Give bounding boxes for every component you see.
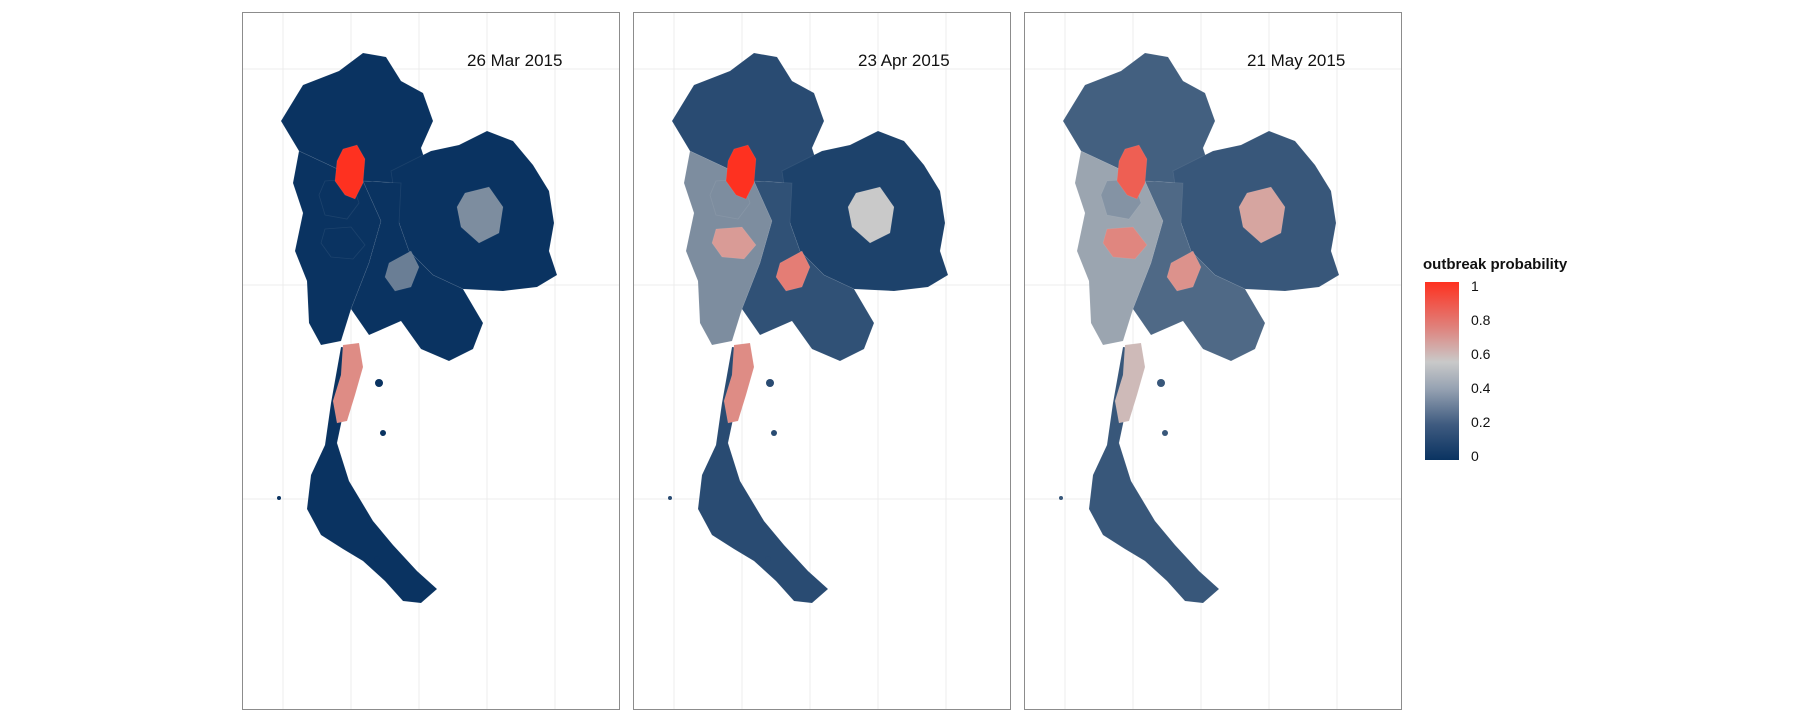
thailand-map bbox=[668, 52, 949, 604]
region-isthmus bbox=[332, 342, 364, 424]
island bbox=[374, 556, 380, 562]
region-central-spot bbox=[775, 250, 811, 292]
island bbox=[766, 379, 774, 387]
region-south bbox=[697, 346, 829, 604]
legend-color-bar bbox=[1425, 282, 1459, 460]
panel-title: 23 Apr 2015 bbox=[858, 51, 950, 70]
map-panel-3: 21 May 2015 bbox=[1024, 12, 1402, 710]
thailand-map bbox=[277, 52, 558, 604]
map-svg bbox=[634, 13, 1010, 709]
region-west-spot bbox=[320, 226, 366, 260]
region-isthmus bbox=[723, 342, 755, 424]
island bbox=[765, 556, 771, 562]
region-west-spot bbox=[1102, 226, 1148, 260]
region-isthmus bbox=[1114, 342, 1146, 424]
region-northeast-spot bbox=[1238, 186, 1286, 244]
legend-tick: 0.6 bbox=[1471, 346, 1491, 362]
legend-tick: 0 bbox=[1471, 448, 1479, 464]
map-svg bbox=[1025, 13, 1401, 709]
thailand-map bbox=[1059, 52, 1340, 604]
region-south bbox=[306, 346, 438, 604]
region-northeast-spot bbox=[847, 186, 895, 244]
island bbox=[375, 379, 383, 387]
map-panel-2: 23 Apr 2015 bbox=[633, 12, 1011, 710]
region-south bbox=[1088, 346, 1220, 604]
legend-tick: 0.8 bbox=[1471, 312, 1491, 328]
region-west-spot bbox=[711, 226, 757, 260]
island bbox=[1059, 496, 1063, 500]
legend: outbreak probability 1 0.8 0.6 0.4 0.2 0 bbox=[1423, 256, 1623, 476]
region-central-spot bbox=[1166, 250, 1202, 292]
map-panel-1: 26 Mar 2015 bbox=[242, 12, 620, 710]
island bbox=[380, 430, 386, 436]
region-hotspot-north bbox=[334, 144, 366, 200]
region-northeast-spot bbox=[456, 186, 504, 244]
legend-title: outbreak probability bbox=[1423, 256, 1568, 273]
region-hotspot-north bbox=[725, 144, 757, 200]
island bbox=[1157, 379, 1165, 387]
panel-title: 26 Mar 2015 bbox=[467, 51, 563, 70]
legend-tick: 0.2 bbox=[1471, 414, 1491, 430]
legend-tick: 0.4 bbox=[1471, 380, 1491, 396]
island bbox=[1162, 430, 1168, 436]
legend-tick: 1 bbox=[1471, 278, 1479, 294]
island bbox=[771, 430, 777, 436]
panel-title: 21 May 2015 bbox=[1247, 51, 1346, 70]
island bbox=[1156, 556, 1162, 562]
region-hotspot-north bbox=[1116, 144, 1148, 200]
region-central-spot bbox=[384, 250, 420, 292]
map-svg bbox=[243, 13, 619, 709]
island bbox=[668, 496, 672, 500]
island bbox=[277, 496, 281, 500]
